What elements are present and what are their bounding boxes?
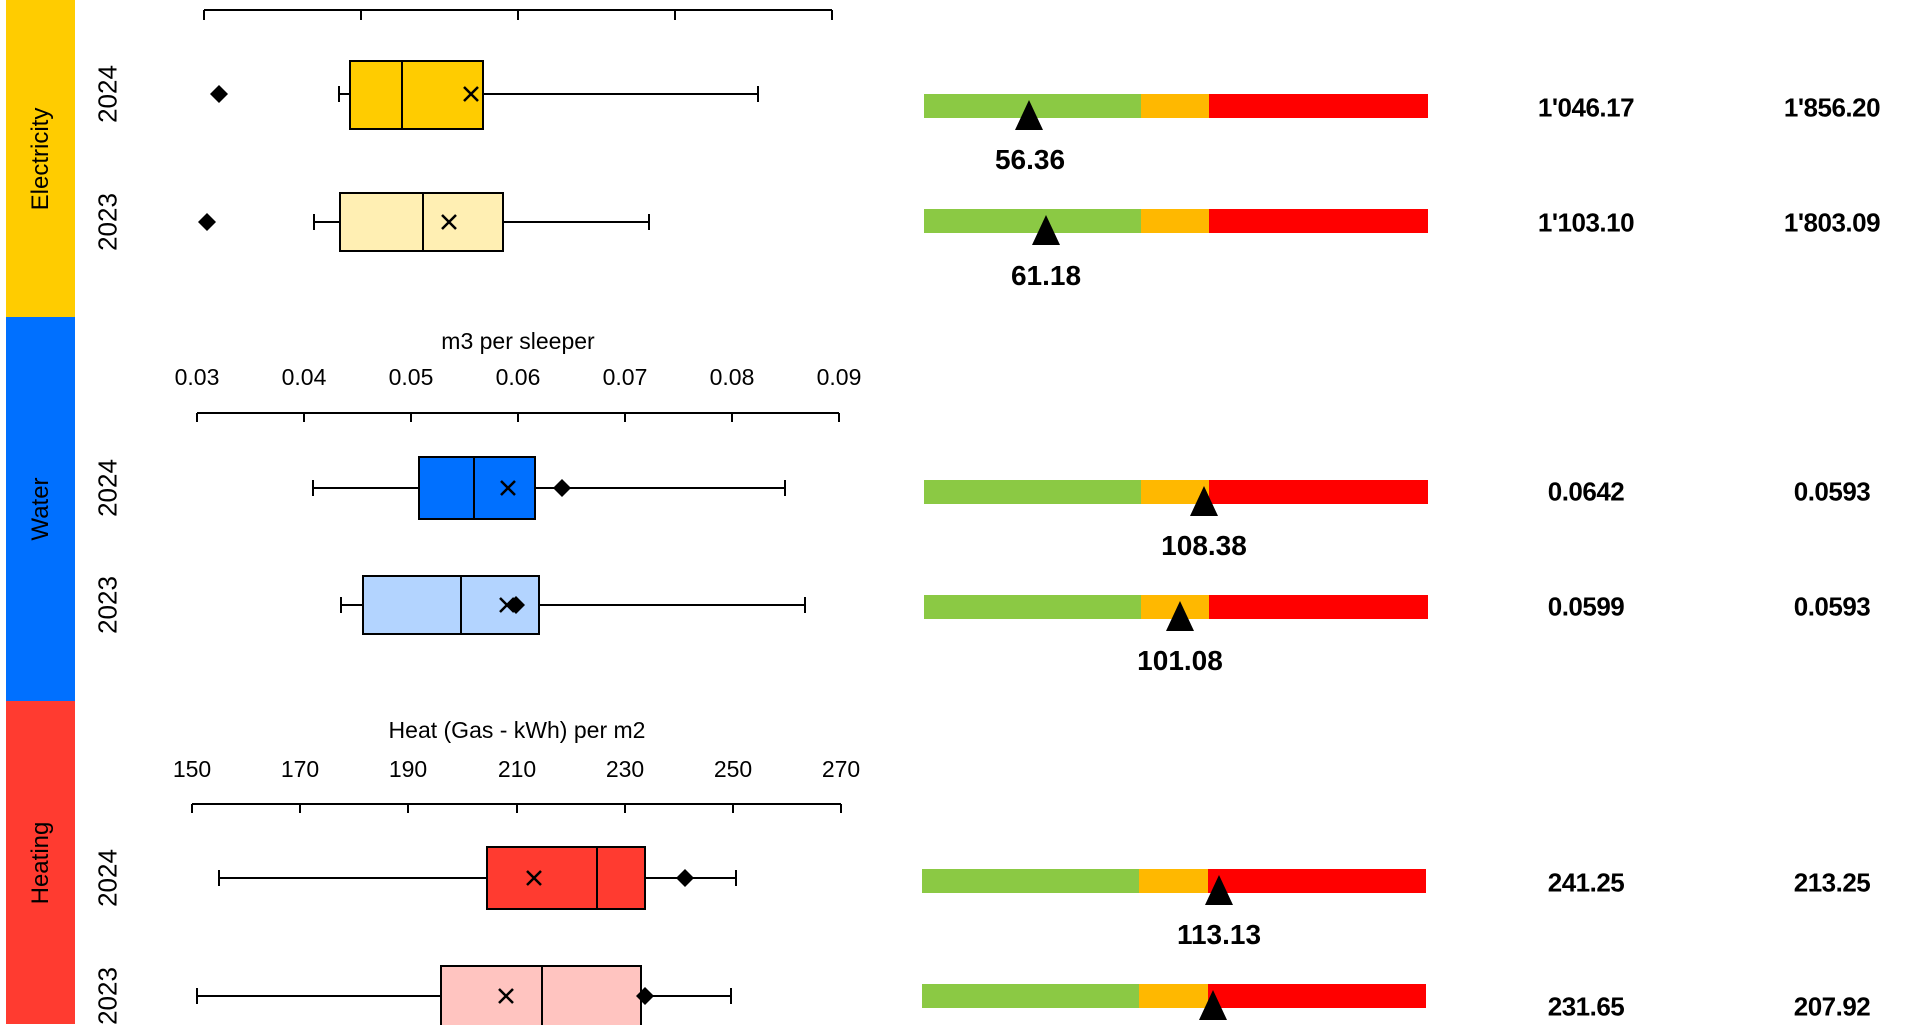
electricity-band: Electricity <box>6 0 75 317</box>
gauge-value: 101.08 <box>1137 645 1223 676</box>
value-col1: 0.0642 <box>1547 476 1625 507</box>
water-tick-label: 0.07 <box>602 364 648 390</box>
gauge-orange-segment <box>1141 209 1209 233</box>
boxplot-water-2023 <box>340 575 806 635</box>
gauge-heating-2024 <box>922 869 1426 893</box>
boxplot-electricity-2023 <box>198 192 650 252</box>
gauge-pointer-icon <box>1015 100 1043 130</box>
water-tick-label: 0.09 <box>816 364 862 390</box>
gauge-red-segment <box>1209 209 1428 233</box>
heating-band: Heating <box>6 701 75 1024</box>
electricity-axis <box>203 9 833 20</box>
water-axis <box>196 412 840 422</box>
gauge-red-segment <box>1208 984 1426 1008</box>
heating-tick-label: 270 <box>821 756 861 782</box>
gauge-value: 108.38 <box>1161 530 1247 561</box>
heating-tick-label: 210 <box>497 756 537 782</box>
value-col2: 213.25 <box>1793 867 1871 898</box>
gauge-pointer-icon <box>1205 875 1233 905</box>
gauge-red-segment <box>1209 595 1428 619</box>
heating-tick-label: 190 <box>388 756 428 782</box>
gauge-orange-segment <box>1139 869 1208 893</box>
boxplot-heating-2024 <box>218 846 737 910</box>
gauge-red-segment <box>1209 94 1428 118</box>
gauge-electricity-2023 <box>924 209 1428 233</box>
heating-tick-label: 150 <box>172 756 212 782</box>
heating-axis <box>191 803 842 813</box>
value-col1: 0.0599 <box>1547 591 1625 622</box>
gauge-heating-2023 <box>922 984 1426 1008</box>
value-col1: 241.25 <box>1547 867 1625 898</box>
gauge-red-segment <box>1209 480 1428 504</box>
water-tick-label: 0.03 <box>174 364 220 390</box>
value-col2: 0.0593 <box>1793 591 1871 622</box>
gauge-pointer-icon <box>1190 486 1218 516</box>
gauge-electricity-2024 <box>924 94 1428 118</box>
gauge-pointer-icon <box>1032 215 1060 245</box>
gauge-orange-segment <box>1141 94 1209 118</box>
gauge-pointer-icon <box>1199 990 1227 1020</box>
value-col1: 231.65 <box>1547 991 1625 1022</box>
water-band: Water <box>6 317 75 701</box>
heating-tick-label: 170 <box>280 756 320 782</box>
value-col2: 1'856.20 <box>1783 92 1881 123</box>
gauge-green-segment <box>924 480 1141 504</box>
water-tick-label: 0.04 <box>281 364 327 390</box>
gauge-green-segment <box>922 984 1139 1008</box>
boxplot-water-2024 <box>312 456 786 520</box>
value-col1: 1'103.10 <box>1537 207 1635 238</box>
water-tick-label: 0.08 <box>709 364 755 390</box>
gauge-value: 113.13 <box>1176 919 1262 950</box>
gauge-green-segment <box>924 595 1141 619</box>
gauge-water-2023 <box>924 595 1428 619</box>
water-tick-label: 0.06 <box>495 364 541 390</box>
heating-tick-label: 230 <box>605 756 645 782</box>
gauge-red-segment <box>1208 869 1426 893</box>
gauge-pointer-icon <box>1166 601 1194 631</box>
water-tick-label: 0.05 <box>388 364 434 390</box>
gauge-value: 56.36 <box>994 144 1066 175</box>
water-axis-title: m3 per sleeper <box>441 328 595 354</box>
value-col2: 0.0593 <box>1793 476 1871 507</box>
value-col2: 207.92 <box>1793 991 1871 1022</box>
gauge-value: 61.18 <box>1010 260 1082 291</box>
gauge-orange-segment <box>1139 984 1208 1008</box>
boxplot-heating-2023 <box>196 965 732 1025</box>
value-col1: 1'046.17 <box>1537 92 1635 123</box>
boxplot-electricity-2024 <box>210 60 759 130</box>
gauge-water-2024 <box>924 480 1428 504</box>
gauge-green-segment <box>922 869 1139 893</box>
heating-tick-label: 250 <box>713 756 753 782</box>
value-col2: 1'803.09 <box>1783 207 1881 238</box>
heating-axis-title: Heat (Gas - kWh) per m2 <box>388 717 646 743</box>
